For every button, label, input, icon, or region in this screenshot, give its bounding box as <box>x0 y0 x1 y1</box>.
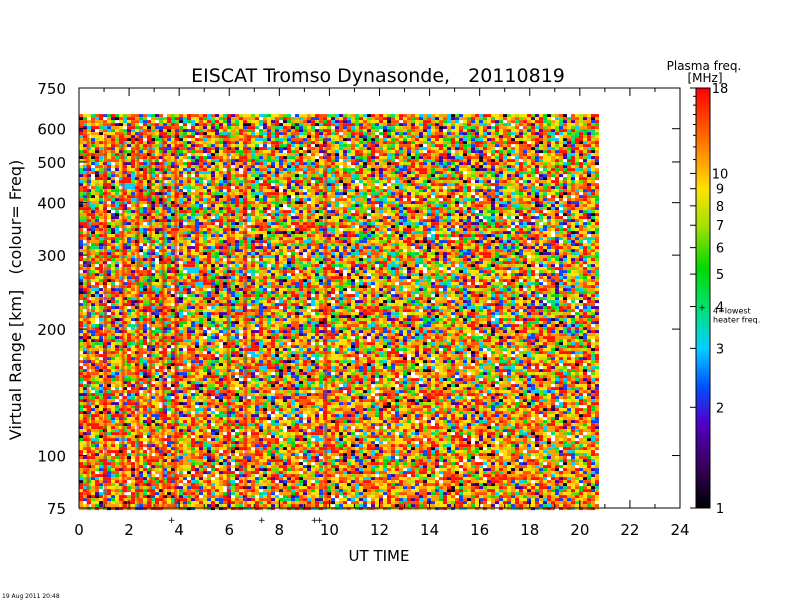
colorbar-tick-label-1: 1 <box>716 502 724 517</box>
colorbar-annotation-marker: + <box>698 304 706 314</box>
x-tick-label-18: 18 <box>520 521 539 539</box>
x-tick-label-4: 4 <box>174 521 184 539</box>
colorbar-annotation-line-0: 4=lowest <box>713 307 751 316</box>
streak-3 <box>136 134 140 508</box>
timestamp-label: 19 Aug 2011 20:48 <box>2 593 60 600</box>
y-tick-label-300: 300 <box>37 247 66 265</box>
x-tick-label-16: 16 <box>470 521 489 539</box>
y-tick-label-200: 200 <box>37 321 66 339</box>
y-tick-label-75: 75 <box>47 500 66 518</box>
colorbar-tick-label-3: 3 <box>716 342 724 357</box>
x-tick-label-6: 6 <box>224 521 234 539</box>
colorbar-tick-label-9: 9 <box>716 183 724 198</box>
streak-5 <box>161 134 165 508</box>
colorbar-tick-label-7: 7 <box>716 219 724 234</box>
colorbar-frame <box>695 87 711 509</box>
streak-7 <box>226 134 230 508</box>
streak-1 <box>104 134 107 508</box>
streak-6 <box>174 134 178 508</box>
colorbar-tick-label-4: 4 <box>716 301 724 316</box>
streak-0 <box>86 134 90 508</box>
y-tick-label-600: 600 <box>37 121 66 139</box>
x-axis-label: UT TIME <box>349 547 410 565</box>
streak-2 <box>121 134 125 508</box>
x-tick-label-14: 14 <box>420 521 439 539</box>
y-axis-label: Virtual Range [km] (colour= Freq) <box>6 160 25 441</box>
colorbar-tick-label-8: 8 <box>716 200 724 215</box>
x-tick-label-2: 2 <box>124 521 134 539</box>
x-marker-2: + <box>311 516 319 526</box>
colorbar-tick-label-5: 5 <box>716 268 724 283</box>
x-tick-label-24: 24 <box>670 521 689 539</box>
y-tick-label-400: 400 <box>37 195 66 213</box>
x-tick-label-0: 0 <box>74 521 84 539</box>
chart-title: EISCAT Tromso Dynasonde, 20110819 <box>191 65 565 87</box>
colorbar-title: Plasma freq. <box>667 59 742 73</box>
x-tick-label-20: 20 <box>570 521 589 539</box>
x-tick-label-8: 8 <box>275 521 285 539</box>
x-marker-0: + <box>168 516 176 526</box>
streak-8 <box>244 134 248 508</box>
colorbar-annotation-line-1: heater freq. <box>713 316 760 325</box>
colorbar-tick-label-6: 6 <box>716 242 724 257</box>
y-tick-label-500: 500 <box>37 154 66 172</box>
x-tick-label-10: 10 <box>320 521 339 539</box>
colorbar-gradient <box>696 88 710 509</box>
colorbar-tick-label-2: 2 <box>716 401 724 416</box>
y-tick-label-750: 750 <box>37 80 66 98</box>
streak-9 <box>324 134 328 508</box>
colorbar-unit: [MHz] <box>687 71 722 85</box>
heatmap-cells <box>79 114 599 511</box>
streak-4 <box>149 134 153 508</box>
y-tick-label-100: 100 <box>37 448 66 466</box>
x-marker-3: + <box>316 516 324 526</box>
x-tick-label-22: 22 <box>620 521 639 539</box>
x-marker-1: + <box>258 516 266 526</box>
colorbar-tick-label-18: 18 <box>712 82 729 97</box>
x-tick-label-12: 12 <box>370 521 389 539</box>
colorbar-tick-label-10: 10 <box>712 167 729 182</box>
